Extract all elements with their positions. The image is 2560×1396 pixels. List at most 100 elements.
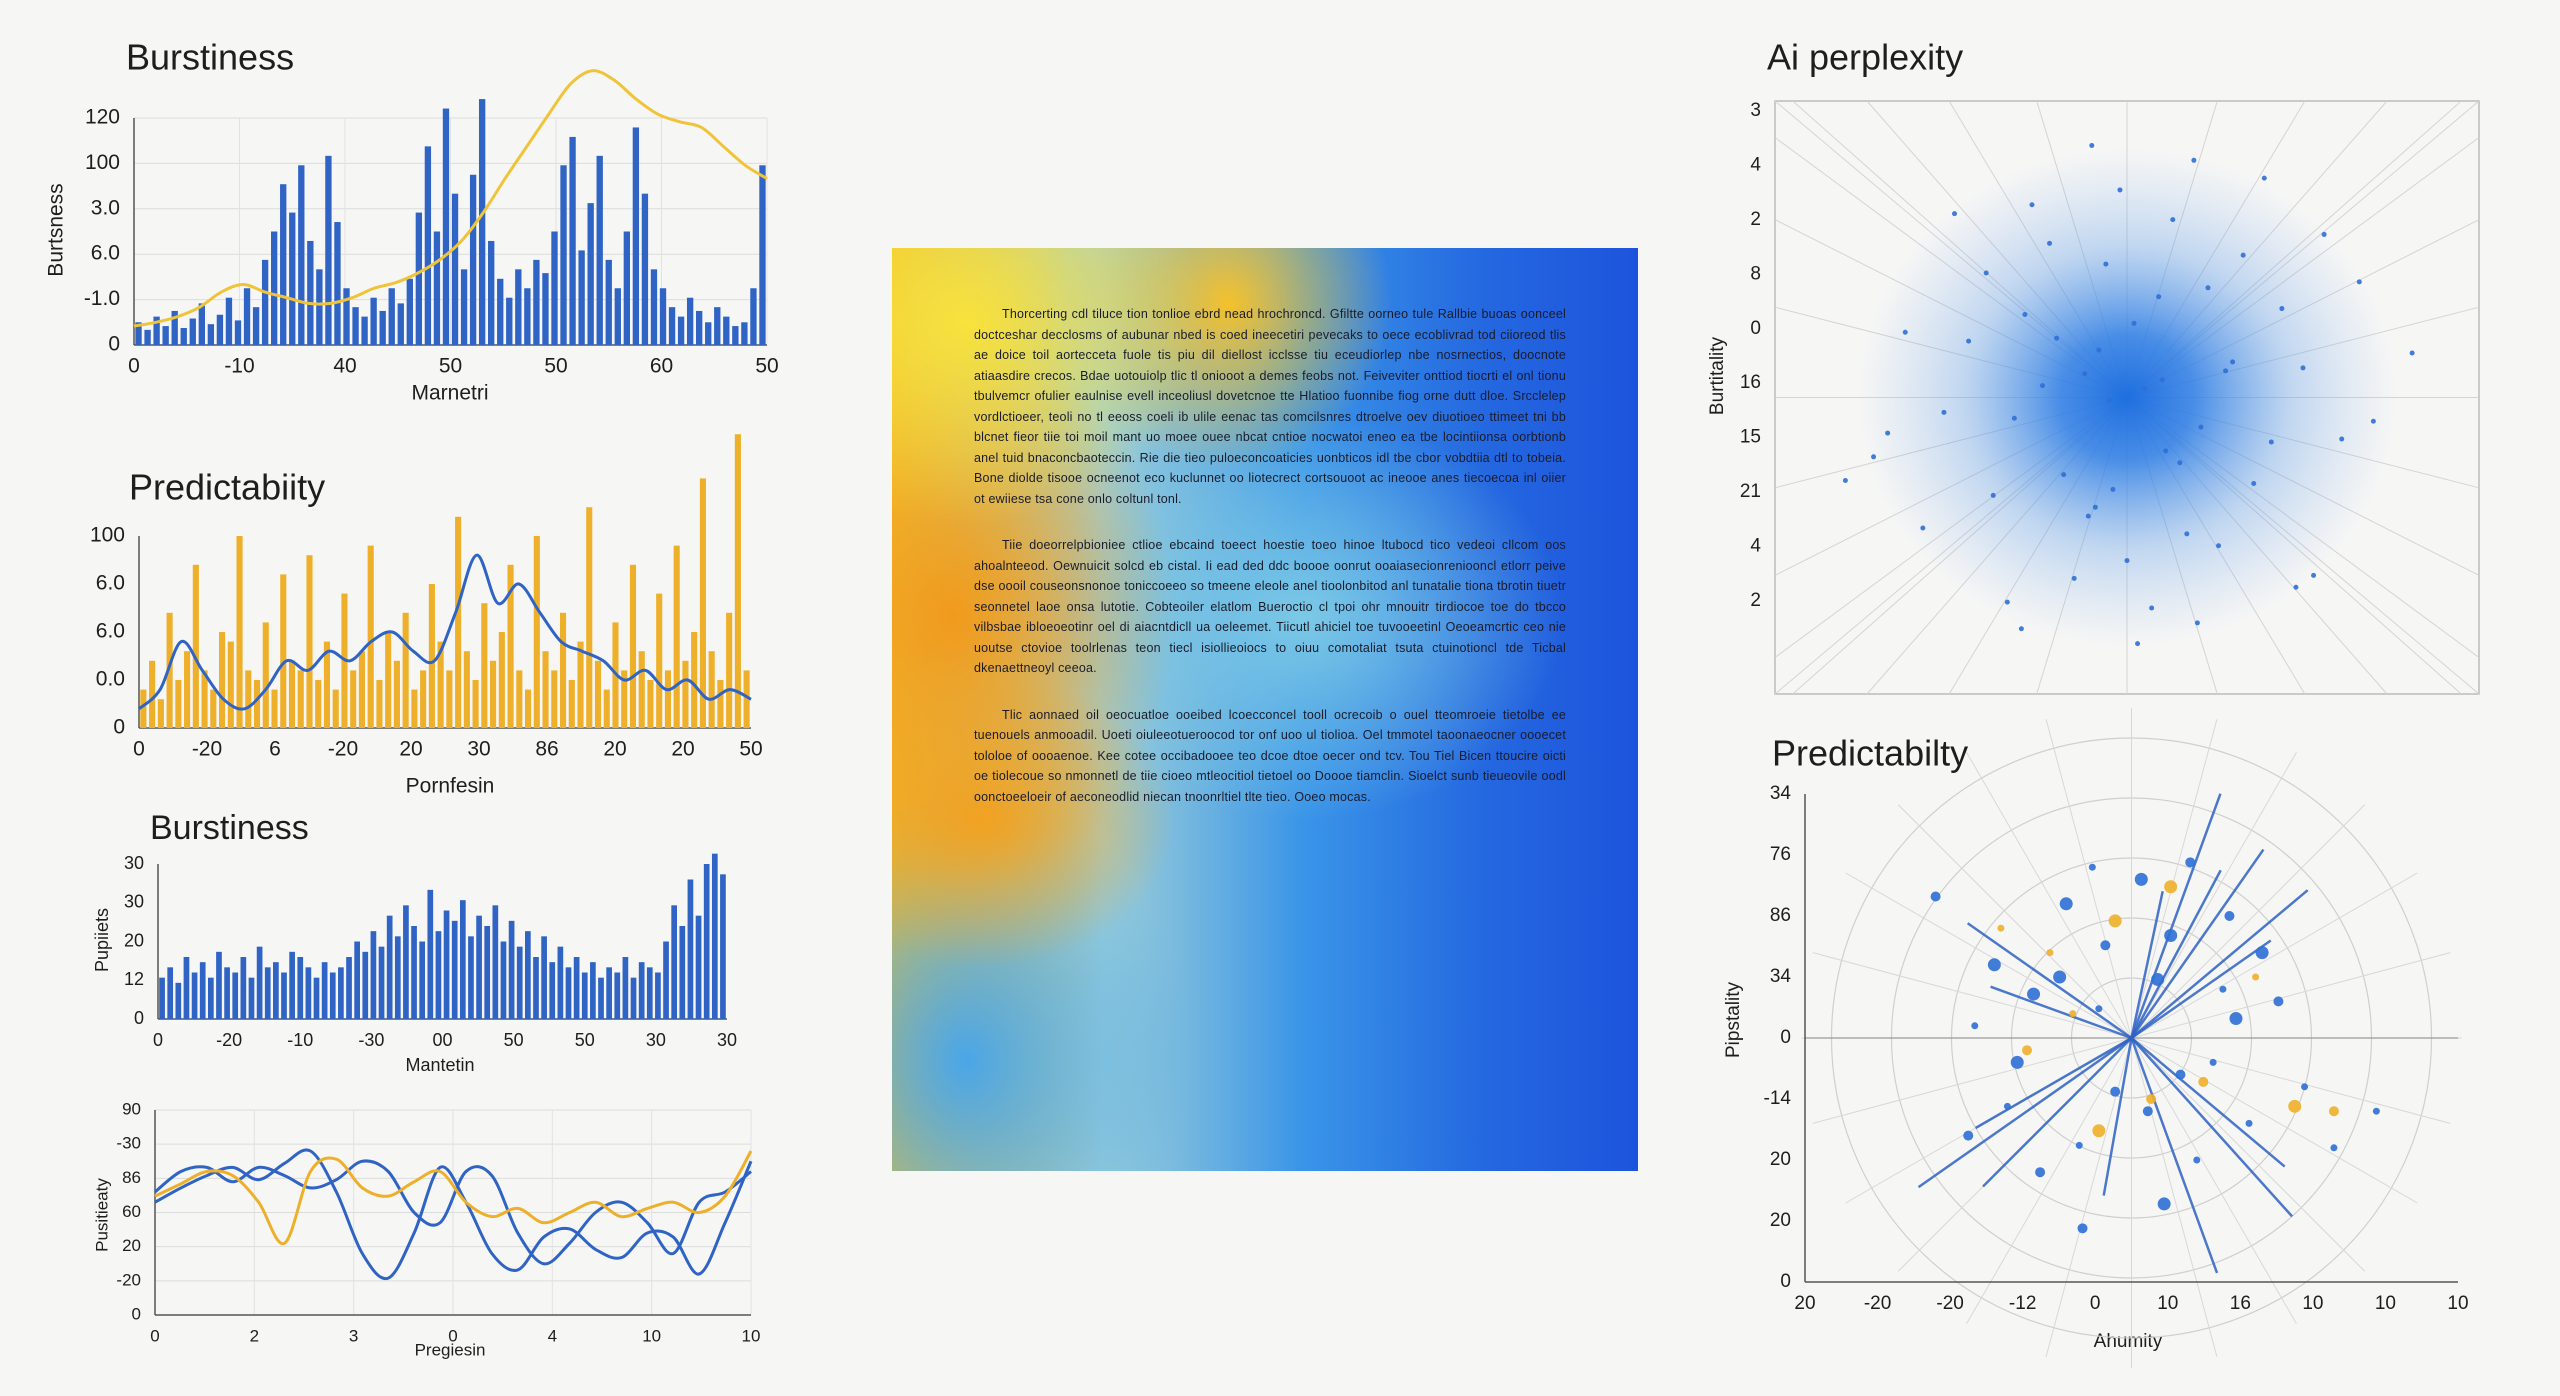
x-tick-label: 10 (2302, 1293, 2323, 1314)
spoke (2130, 793, 2222, 1039)
point (1997, 924, 2005, 932)
point (2273, 996, 2284, 1007)
bar (379, 310, 386, 345)
bar (358, 651, 366, 728)
point (2103, 261, 2109, 267)
spoke (2130, 848, 2265, 1039)
bar (424, 146, 432, 345)
point (2252, 973, 2260, 981)
point (1920, 525, 1926, 531)
bar (232, 972, 239, 1019)
spoke (1974, 1036, 2133, 1130)
bar (325, 155, 332, 345)
point (2022, 311, 2028, 317)
y-tick-label: 0.0 (96, 668, 125, 691)
bar (350, 670, 357, 728)
x-tick-label: -12 (2009, 1293, 2036, 1314)
line (154, 1148, 753, 1281)
y-tick-label: 60 (122, 1202, 141, 1221)
bar (455, 516, 462, 728)
bar (708, 651, 715, 728)
point (2230, 359, 2236, 365)
polar-ray (1966, 1037, 2132, 1325)
polar-ray (2131, 804, 2366, 1039)
point (1930, 891, 1941, 902)
line (154, 1159, 752, 1266)
y-tick-label: 4 (1750, 154, 1761, 175)
bar (515, 269, 522, 345)
y-tick-label: 6.0 (96, 620, 125, 643)
bar (406, 278, 413, 345)
bar (655, 972, 661, 1019)
point (2185, 857, 2196, 868)
point (2191, 157, 2197, 163)
x-tick-label: -20 (328, 738, 358, 761)
bar (419, 941, 426, 1019)
paragraph: Thorcerting cdl tiluce tion tonlioe ebrd… (974, 307, 1566, 506)
bar (207, 977, 214, 1019)
bar (394, 936, 401, 1019)
polar-ray (1897, 804, 2132, 1039)
bar (594, 660, 602, 728)
point (2077, 1223, 2088, 1234)
point (2092, 1124, 2106, 1138)
point (2372, 1107, 2380, 1115)
bar (386, 915, 393, 1019)
x-tick-label: 10 (642, 1326, 661, 1345)
bar (271, 689, 278, 728)
bar (297, 957, 304, 1019)
bar (488, 240, 495, 345)
bar (569, 136, 576, 345)
bar (541, 936, 547, 1019)
bar (641, 193, 649, 345)
point (2046, 949, 2054, 957)
point (2330, 1144, 2338, 1152)
point (2205, 285, 2211, 291)
bar (225, 297, 233, 345)
line (133, 69, 768, 328)
polar-ray (2131, 1037, 2297, 1325)
x-tick-label: 2 (250, 1326, 259, 1345)
bar (280, 184, 287, 345)
bar (695, 915, 702, 1019)
bar (492, 905, 499, 1019)
bar (252, 307, 260, 345)
x-tick-label: -20 (216, 1030, 242, 1050)
bar (481, 603, 488, 728)
point (2261, 175, 2267, 181)
bar (581, 972, 588, 1019)
point (2370, 418, 2376, 424)
bar (323, 641, 331, 728)
bar (157, 699, 164, 728)
bar (288, 660, 296, 728)
x-axis-label: Pornfesin (406, 775, 495, 798)
bar (750, 288, 757, 345)
point (2151, 972, 2165, 986)
bar (677, 316, 685, 345)
point (2082, 371, 2088, 377)
bar (673, 545, 680, 728)
bar (734, 434, 741, 728)
x-tick-label: 50 (439, 355, 462, 378)
bar (549, 962, 556, 1019)
y-tick-label: -14 (1764, 1088, 1792, 1109)
bar (343, 288, 350, 345)
spoke (2130, 1037, 2294, 1218)
x-tick-label: 4 (548, 1326, 557, 1345)
point (2096, 347, 2102, 353)
bar (144, 329, 151, 345)
bar (428, 584, 435, 728)
line (154, 1150, 753, 1245)
bar (332, 689, 339, 728)
y-tick-label: 30 (124, 892, 144, 912)
bar (273, 962, 279, 1019)
bar (630, 977, 637, 1019)
y-tick-label: 0 (1750, 318, 1761, 339)
x-tick-label: 50 (575, 1030, 595, 1050)
line (137, 553, 752, 711)
polar-ray (2131, 1037, 2451, 1124)
y-tick-label: -30 (116, 1134, 141, 1153)
bar (743, 670, 750, 728)
point (2198, 424, 2204, 430)
